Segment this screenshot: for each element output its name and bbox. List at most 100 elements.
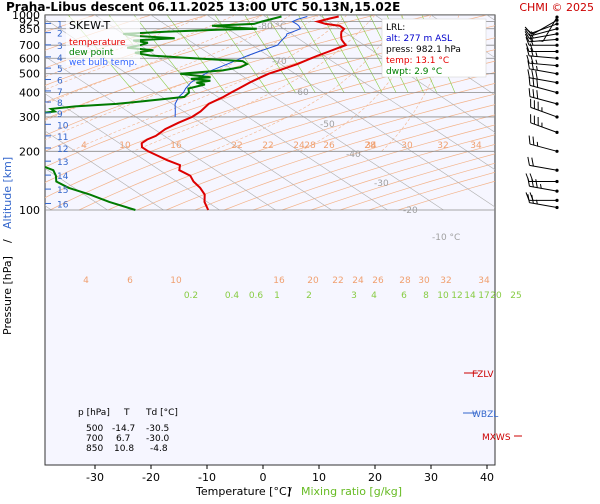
- y-axis-separator: /: [1, 239, 14, 243]
- wind-barb-staff: [529, 56, 557, 58]
- temperature-tick-label: -30: [86, 471, 104, 484]
- y-axis-title: Pressure [hPa] / Altitude [km]: [1, 157, 14, 335]
- altitude-tick-label: 4: [57, 54, 63, 64]
- isotherm-label: -40: [346, 150, 361, 160]
- isotherm-label: -30: [374, 179, 389, 189]
- pressure-tick-label: 500: [19, 68, 40, 81]
- fzlv-label: FZLV: [472, 370, 494, 380]
- wind-barb-feather: [533, 89, 534, 98]
- wind-barb-feather: [532, 70, 534, 78]
- isotherm-line: [543, 15, 600, 210]
- wind-barb-feather: [528, 69, 530, 77]
- wind-barb-dot: [555, 27, 558, 30]
- theta-label: 16: [273, 276, 285, 286]
- legend-temperature: temperature: [69, 38, 126, 48]
- mixing-ratio-label: 25: [510, 291, 521, 301]
- altitude-tick-label: 6: [57, 76, 63, 86]
- wind-barb-feather: [533, 137, 534, 146]
- temperature-tick-label: 0: [260, 471, 267, 484]
- wind-barb-dot: [555, 64, 558, 67]
- wind-barb-feather: [532, 158, 534, 166]
- altitude-tick-label: 11: [57, 133, 68, 143]
- wind-barb-staff: [529, 69, 557, 74]
- wind-barb-dot: [555, 169, 558, 172]
- mixing-ratio-label: 3: [351, 291, 357, 301]
- altitude-tick-label: 3: [57, 42, 63, 52]
- mixing-ratio-label: 0.4: [225, 291, 240, 301]
- theta-label: 24: [352, 276, 364, 286]
- mixing-ratio-label: 0.6: [249, 291, 264, 301]
- wind-barb-staff: [529, 186, 557, 191]
- theta-label: 10: [170, 276, 182, 286]
- mixing-ratio-label: 0.2: [184, 291, 198, 301]
- mixing-ratio-label: 6: [401, 291, 407, 301]
- table-cell: -30.0: [146, 434, 170, 444]
- table-cell: 10.8: [114, 444, 134, 454]
- wind-barb-feather: [529, 136, 530, 145]
- wind-barb-feather: [528, 157, 530, 165]
- table-header-t: T: [123, 408, 130, 418]
- theta-label: 22: [231, 141, 242, 151]
- mixing-ratio-label: 17: [478, 291, 489, 301]
- temperature-tick-label: -20: [142, 471, 160, 484]
- temperature-tick-label: 40: [480, 471, 494, 484]
- theta-label: 10: [119, 141, 131, 151]
- table-cell: 6.7: [116, 434, 130, 444]
- theta-label: 26: [372, 276, 384, 286]
- altitude-tick-label: 7: [57, 88, 63, 98]
- table-cell: -14.7: [112, 424, 135, 434]
- wind-barb-half-feather: [540, 184, 541, 188]
- wind-barb-staff: [529, 203, 557, 208]
- altitude-tick-label: 13: [57, 158, 68, 168]
- wind-barb-feather: [537, 90, 538, 99]
- isotherm-label: -50: [320, 120, 335, 130]
- isotherm-label: -20: [403, 206, 418, 216]
- legend-wet-bulb: wet bulb temp.: [69, 58, 137, 68]
- y-axis-label-altitude: Altitude [km]: [1, 157, 14, 229]
- levels-table: p [hPa] T Td [°C] 500 -14.7 -30.5 700 6.…: [74, 402, 184, 454]
- theta-label: 4: [81, 141, 87, 151]
- info-dwpt: dwpt: 2.9 °C: [386, 67, 442, 77]
- mixing-ratio-label: 12: [451, 291, 462, 301]
- wind-barb-dot: [555, 91, 558, 94]
- wind-barb-staff: [530, 144, 557, 151]
- theta-label: 30: [401, 141, 413, 151]
- pressure-tick-label: 700: [19, 39, 40, 52]
- y-axis-label: Pressure [hPa]: [1, 256, 14, 335]
- mixing-ratio-label: 8: [423, 291, 429, 301]
- altitude-tick-label: 12: [57, 145, 68, 155]
- pressure-tick-label: 100: [19, 204, 40, 217]
- pressure-tick-label: 600: [19, 52, 40, 65]
- temperature-tick-label: -10: [198, 471, 216, 484]
- wind-barb-dot: [555, 50, 558, 53]
- isotherm-label: -80 °C: [258, 22, 286, 32]
- theta-label: 28: [304, 141, 316, 151]
- legend: SKEW-T temperature dew point wet bulb te…: [66, 17, 140, 68]
- wind-barb-staff: [531, 123, 557, 133]
- wind-barb-half-feather: [537, 66, 538, 70]
- theta-label: 6: [127, 276, 133, 286]
- theta-label: 34: [478, 276, 490, 286]
- chart-header-title: Praha-Libus descent 06.11.2025 13:00 UTC…: [6, 0, 400, 14]
- x-axis-label: Temperature [°C]: [195, 485, 291, 498]
- wind-barb-feather: [537, 79, 538, 88]
- mxws-label: MXWS: [482, 433, 511, 443]
- wind-barb-dot: [555, 16, 558, 19]
- wind-barb-dot: [555, 102, 558, 105]
- table-cell: 500: [86, 424, 103, 434]
- pressure-tick-label: 200: [19, 145, 40, 158]
- info-alt: alt: 277 m ASL: [386, 34, 452, 44]
- theta-label: 32: [437, 141, 448, 151]
- isotherm-label: -60: [294, 88, 309, 98]
- wind-barb-staff: [530, 85, 557, 92]
- theta-label: 32: [440, 276, 451, 286]
- wind-barb-half-feather: [536, 52, 537, 56]
- wind-barb-dot: [555, 81, 558, 84]
- altitude-tick-label: 10: [57, 121, 69, 131]
- copyright-label: CHMI © 2025: [519, 1, 594, 14]
- info-press: press: 982.1 hPa: [386, 45, 461, 55]
- theta-label: 24: [293, 141, 305, 151]
- mixing-ratio-label: 20: [490, 291, 502, 301]
